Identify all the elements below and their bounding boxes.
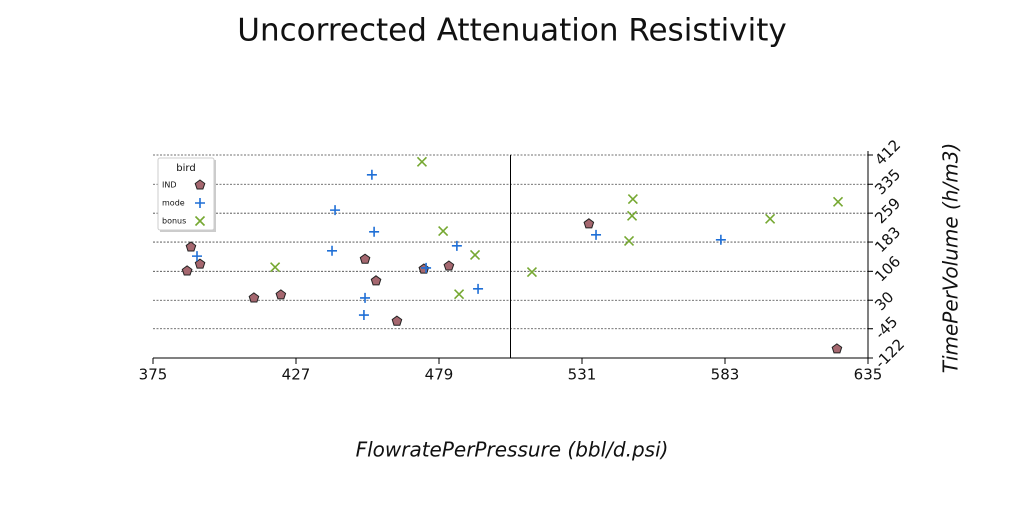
point	[469, 249, 481, 261]
point	[181, 265, 193, 276]
point	[831, 343, 843, 354]
point	[192, 251, 202, 262]
point	[715, 234, 726, 245]
x-tick-label: 635	[854, 366, 883, 384]
point	[275, 289, 287, 300]
y-tick-label: 335	[871, 165, 904, 198]
y-tick-label: 259	[871, 194, 904, 227]
y-tick-label: 30	[871, 288, 897, 314]
point	[627, 194, 638, 205]
point	[248, 292, 260, 303]
point	[591, 229, 602, 240]
point	[416, 156, 428, 167]
x-tick-label: 479	[425, 366, 454, 384]
legend-box	[157, 157, 215, 231]
point	[366, 169, 377, 180]
chart-title: Uncorrected Attenuation Resistivity	[237, 13, 786, 49]
point	[391, 315, 403, 326]
x-axis-label: FlowratePerPressure (bbl/d.psi)	[356, 438, 669, 462]
point	[327, 245, 338, 256]
x-tick-label: 427	[282, 366, 311, 384]
point	[443, 260, 455, 271]
legend-label: mode	[162, 199, 185, 208]
point	[359, 253, 371, 264]
point	[185, 241, 197, 252]
legend-marker	[194, 179, 206, 190]
point	[623, 235, 635, 246]
y-tick-label: 412	[871, 136, 904, 169]
y-tick-label: 106	[871, 252, 904, 285]
point	[330, 205, 341, 216]
point	[194, 258, 206, 269]
point	[832, 196, 844, 207]
x-tick-label: 531	[568, 366, 597, 384]
x-tick-label: 583	[711, 366, 740, 384]
point	[370, 275, 382, 286]
point	[626, 210, 638, 221]
point	[451, 240, 462, 251]
legend-label: IND	[162, 181, 177, 190]
point	[765, 213, 776, 224]
x-tick-label: 375	[139, 366, 168, 384]
point	[438, 225, 449, 237]
legend-title: bird	[176, 163, 195, 174]
y-axis-label: TimePerVolume (h/m3)	[939, 143, 963, 374]
point	[473, 283, 484, 294]
point	[369, 226, 380, 237]
point	[358, 310, 369, 321]
point	[421, 262, 432, 273]
legend-marker	[194, 215, 206, 227]
legend-label: bonus	[162, 217, 186, 226]
point	[583, 218, 595, 229]
point	[526, 267, 538, 278]
legend-marker	[195, 198, 205, 208]
point	[360, 292, 371, 303]
point	[454, 289, 465, 300]
point	[270, 262, 281, 273]
y-tick-label: 183	[871, 223, 904, 256]
